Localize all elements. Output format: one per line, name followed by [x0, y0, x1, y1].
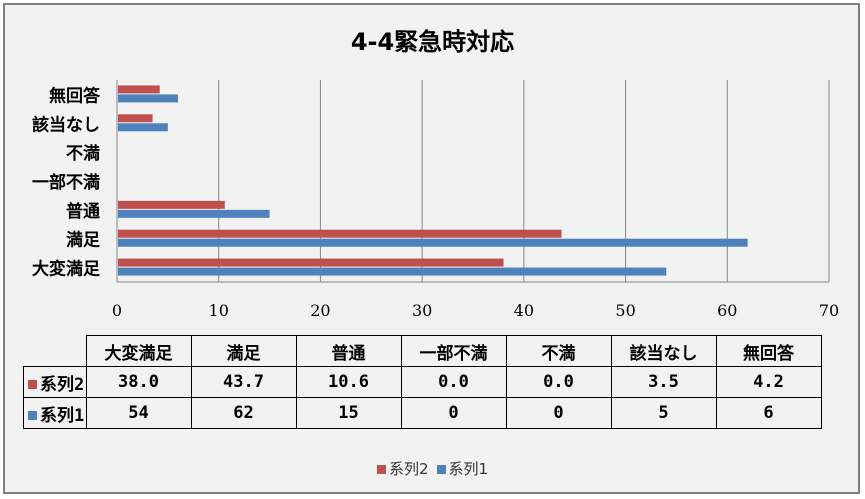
table-header-cell: 大変満足 [85, 335, 192, 367]
table-cell: 43.7 [190, 366, 297, 398]
x-tick-label: 40 [514, 301, 534, 320]
plot-background [117, 80, 829, 282]
legend-label: 系列2 [388, 460, 429, 478]
legend-key [28, 411, 37, 420]
legend-swatch [376, 465, 386, 474]
x-tick-label: 30 [412, 301, 432, 320]
y-category-label: 普通 [66, 201, 100, 222]
table-cell: 10.6 [295, 366, 402, 398]
bar-series2 [118, 229, 562, 238]
table-cell: 62 [190, 397, 297, 429]
x-tick-label: 0 [112, 301, 122, 320]
bar-series2 [118, 200, 225, 209]
table-row: 系列1 54 62 15 0 0 5 6 [23, 397, 822, 429]
legend-key [28, 380, 37, 389]
y-category-label: 無回答 [49, 85, 101, 106]
table-cell: 54 [85, 397, 192, 429]
y-category-label: 一部不満 [32, 172, 100, 193]
bar-series2 [118, 258, 504, 267]
table-cell: 3.5 [610, 366, 717, 398]
y-category-label: 大変満足 [32, 259, 100, 280]
table-cell: 5 [610, 397, 717, 429]
bar-series1 [118, 94, 179, 103]
x-tick-label: 10 [209, 301, 229, 320]
bar-series1 [118, 123, 168, 132]
data-table: 大変満足 満足 普通 一部不満 不満 該当なし 無回答 系列2 38.0 43.7 10.6 0.0 0… [23, 335, 822, 429]
table-cell: 0 [400, 397, 507, 429]
x-tick-label: 70 [819, 301, 839, 320]
series-name: 系列2 [40, 374, 85, 395]
legend-swatch [436, 465, 446, 474]
table-cell: 0 [505, 397, 612, 429]
table-row-header: 系列2 [23, 366, 87, 398]
table-cell: 0.0 [400, 366, 507, 398]
legend-item: 系列2 [376, 458, 429, 479]
x-tick-label: 60 [717, 301, 737, 320]
table-header-cell: 不満 [505, 335, 612, 367]
table-cell: 0.0 [505, 366, 612, 398]
x-tick-label: 50 [615, 301, 635, 320]
legend-label: 系列1 [448, 460, 489, 478]
legend: 系列2 系列1 [0, 458, 865, 479]
table-header-cell: 無回答 [715, 335, 822, 367]
table-cell: 6 [715, 397, 822, 429]
y-category-label: 不満 [66, 143, 100, 164]
legend-item: 系列1 [436, 458, 489, 479]
table-cell: 15 [295, 397, 402, 429]
bar-series1 [118, 238, 748, 247]
bar-series1 [118, 209, 270, 218]
y-category-label: 該当なし [32, 114, 100, 135]
bar-series1 [118, 267, 667, 276]
bar-series2 [118, 85, 160, 94]
table-cell: 4.2 [715, 366, 822, 398]
table-header-cell: 満足 [190, 335, 297, 367]
table-header-cell: 該当なし [610, 335, 717, 367]
table-cell: 38.0 [85, 366, 192, 398]
table-header-cell: 普通 [295, 335, 402, 367]
table-corner [23, 335, 87, 367]
series-name: 系列1 [40, 405, 85, 426]
x-tick-label: 20 [310, 301, 330, 320]
table-row-header: 系列1 [23, 397, 87, 429]
table-row: 系列2 38.0 43.7 10.6 0.0 0.0 3.5 4.2 [23, 366, 822, 398]
bar-series2 [118, 114, 153, 123]
table-header-cell: 一部不満 [400, 335, 507, 367]
chart-title: 4-4緊急時対応 [350, 28, 515, 56]
y-category-label: 満足 [66, 230, 100, 251]
